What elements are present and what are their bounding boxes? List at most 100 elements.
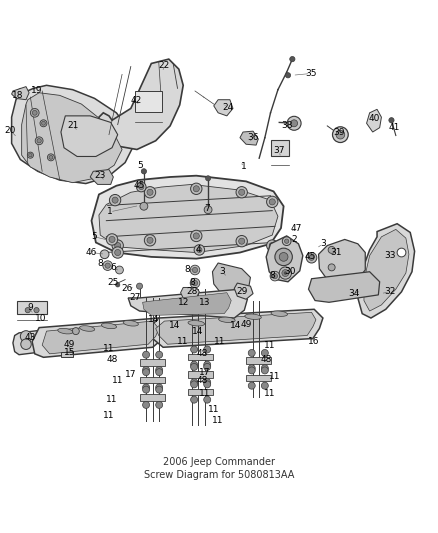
Polygon shape xyxy=(140,394,165,400)
Circle shape xyxy=(328,246,335,253)
Text: 48: 48 xyxy=(197,349,208,358)
Text: 11: 11 xyxy=(264,341,275,350)
Text: 49: 49 xyxy=(240,320,252,329)
Text: 14: 14 xyxy=(192,327,204,336)
Polygon shape xyxy=(42,321,159,354)
Polygon shape xyxy=(155,312,316,344)
Circle shape xyxy=(147,237,153,244)
Polygon shape xyxy=(246,375,271,381)
Circle shape xyxy=(145,235,155,246)
Circle shape xyxy=(155,386,162,393)
Circle shape xyxy=(143,384,150,391)
Polygon shape xyxy=(246,357,271,364)
Text: 34: 34 xyxy=(348,289,359,298)
Text: 31: 31 xyxy=(330,248,342,257)
Polygon shape xyxy=(90,169,113,184)
Text: 8: 8 xyxy=(185,264,191,273)
Circle shape xyxy=(191,396,198,403)
Text: 5: 5 xyxy=(92,232,97,241)
Text: 7: 7 xyxy=(204,204,210,213)
Text: 11: 11 xyxy=(103,411,115,421)
Text: 24: 24 xyxy=(222,103,233,111)
Polygon shape xyxy=(128,289,247,318)
Circle shape xyxy=(279,253,288,261)
Circle shape xyxy=(204,346,211,353)
Circle shape xyxy=(27,152,33,158)
Text: 20: 20 xyxy=(5,126,16,135)
Circle shape xyxy=(192,280,198,286)
Circle shape xyxy=(236,187,247,198)
Circle shape xyxy=(147,189,153,195)
Text: 17: 17 xyxy=(199,368,211,377)
Circle shape xyxy=(205,176,211,181)
Circle shape xyxy=(285,239,289,244)
Text: 48: 48 xyxy=(261,354,272,364)
Circle shape xyxy=(103,261,113,270)
Circle shape xyxy=(42,122,46,125)
Text: 36: 36 xyxy=(247,133,259,142)
Circle shape xyxy=(143,367,150,374)
Polygon shape xyxy=(188,354,213,360)
Ellipse shape xyxy=(123,320,138,326)
Text: 11: 11 xyxy=(112,376,124,385)
Polygon shape xyxy=(150,309,323,348)
Text: 6: 6 xyxy=(110,263,116,272)
Text: 47: 47 xyxy=(291,223,302,232)
Circle shape xyxy=(287,116,301,130)
Circle shape xyxy=(193,233,199,239)
Circle shape xyxy=(191,346,198,353)
Circle shape xyxy=(389,118,394,123)
Circle shape xyxy=(155,401,162,408)
Text: 43: 43 xyxy=(25,333,36,342)
Circle shape xyxy=(332,127,348,142)
Circle shape xyxy=(248,350,255,357)
Ellipse shape xyxy=(102,323,117,329)
Text: 8: 8 xyxy=(97,260,103,269)
Circle shape xyxy=(20,330,32,342)
Text: 27: 27 xyxy=(130,294,141,302)
Polygon shape xyxy=(99,59,183,149)
Text: 23: 23 xyxy=(95,171,106,180)
Circle shape xyxy=(155,351,162,358)
Text: 41: 41 xyxy=(389,123,400,132)
Circle shape xyxy=(336,130,345,139)
Text: 16: 16 xyxy=(308,337,320,346)
Circle shape xyxy=(272,273,278,279)
Polygon shape xyxy=(92,176,284,259)
Polygon shape xyxy=(318,239,365,284)
Circle shape xyxy=(137,283,143,289)
Text: 4: 4 xyxy=(195,245,201,254)
Circle shape xyxy=(143,369,150,376)
Circle shape xyxy=(29,154,32,157)
Text: 11: 11 xyxy=(214,337,226,346)
Circle shape xyxy=(270,271,280,281)
Ellipse shape xyxy=(271,311,287,317)
Circle shape xyxy=(236,236,247,247)
Circle shape xyxy=(37,139,41,143)
Circle shape xyxy=(193,185,199,192)
Polygon shape xyxy=(180,287,199,298)
Text: 29: 29 xyxy=(236,287,247,296)
Text: 19: 19 xyxy=(31,86,42,95)
Circle shape xyxy=(275,248,292,265)
Ellipse shape xyxy=(245,314,261,319)
Circle shape xyxy=(191,379,198,386)
Circle shape xyxy=(100,250,109,259)
Text: 11: 11 xyxy=(269,372,281,381)
Polygon shape xyxy=(308,272,380,302)
Circle shape xyxy=(112,197,118,203)
Circle shape xyxy=(191,361,198,368)
Text: 46: 46 xyxy=(86,248,97,257)
Circle shape xyxy=(204,364,211,370)
Text: 26: 26 xyxy=(122,284,133,293)
Text: 11: 11 xyxy=(177,337,189,346)
Circle shape xyxy=(290,120,297,127)
Polygon shape xyxy=(358,224,415,318)
Polygon shape xyxy=(140,359,165,366)
Circle shape xyxy=(143,401,150,408)
Text: 14: 14 xyxy=(169,321,180,330)
Circle shape xyxy=(72,328,79,335)
Text: 8: 8 xyxy=(269,271,275,280)
Circle shape xyxy=(261,367,268,374)
Text: 8: 8 xyxy=(189,278,195,287)
